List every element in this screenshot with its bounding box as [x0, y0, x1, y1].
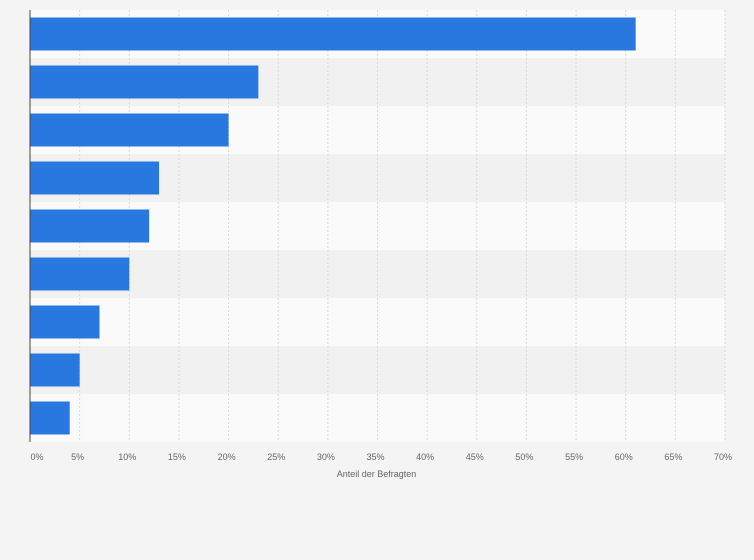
x-tick-label: 35% [366, 452, 384, 462]
x-tick-label: 60% [615, 452, 633, 462]
bar[interactable] [30, 257, 130, 291]
bar[interactable] [30, 209, 150, 243]
x-tick-label: 20% [218, 452, 236, 462]
x-axis-title: Anteil der Befragten [337, 469, 417, 479]
bar[interactable] [30, 353, 80, 387]
x-tick-label: 45% [466, 452, 484, 462]
x-tick-label: 10% [118, 452, 136, 462]
bar[interactable] [30, 401, 70, 435]
bar[interactable] [30, 65, 259, 99]
x-tick-label: 25% [267, 452, 285, 462]
bar[interactable] [30, 161, 160, 195]
x-tick-label: 70% [714, 452, 732, 462]
x-tick-label: 40% [416, 452, 434, 462]
x-tick-label: 50% [515, 452, 533, 462]
x-tick-label: 55% [565, 452, 583, 462]
x-axis-ticks: 0% 5% 10% 15% 20% 25% 30% 35% 40% 45% 50% 55% 60% 65%… [30, 452, 732, 462]
bar[interactable] [30, 113, 229, 147]
bar[interactable] [30, 305, 100, 339]
x-tick-label: 5% [71, 452, 84, 462]
x-tick-label: 15% [168, 452, 186, 462]
x-tick-label: 0% [30, 452, 43, 462]
x-tick-label: 65% [664, 452, 682, 462]
bar[interactable] [30, 17, 636, 51]
bars [30, 17, 636, 435]
x-tick-label: 30% [317, 452, 335, 462]
